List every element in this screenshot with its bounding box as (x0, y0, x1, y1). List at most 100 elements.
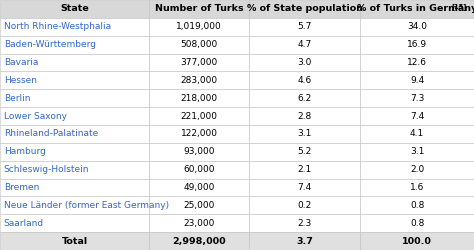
Text: 5.7: 5.7 (297, 22, 312, 31)
Bar (0, 54, 149, 72)
Text: 9.4: 9.4 (410, 76, 424, 85)
Bar (149, 125, 249, 143)
Bar (360, 161, 474, 178)
Bar (0, 89, 149, 107)
Text: 23,000: 23,000 (183, 219, 215, 228)
Text: 3.0: 3.0 (297, 58, 312, 67)
Text: % of State population: % of State population (246, 4, 363, 14)
Bar (249, 196, 360, 214)
Bar (149, 36, 249, 54)
Text: 12.6: 12.6 (407, 58, 427, 67)
Bar (0, 178, 149, 196)
Text: 377,000: 377,000 (181, 58, 218, 67)
Text: North Rhine-Westphalia: North Rhine-Westphalia (4, 22, 111, 31)
Text: 4.6: 4.6 (297, 76, 312, 85)
Text: 2.8: 2.8 (297, 112, 312, 120)
Text: Total: Total (62, 236, 88, 246)
Bar (360, 214, 474, 232)
Text: Rhineland-Palatinate: Rhineland-Palatinate (4, 130, 98, 138)
Text: 60,000: 60,000 (183, 165, 215, 174)
Text: State: State (60, 4, 89, 14)
Text: Bavaria: Bavaria (4, 58, 38, 67)
Bar (360, 107, 474, 125)
Text: 100.0: 100.0 (402, 236, 432, 246)
Bar (149, 196, 249, 214)
Text: 93,000: 93,000 (183, 147, 215, 156)
Bar (0, 72, 149, 89)
Bar (360, 143, 474, 161)
Text: 1.6: 1.6 (410, 183, 424, 192)
Bar (249, 232, 360, 250)
Bar (249, 0, 360, 18)
Bar (360, 36, 474, 54)
Bar (0, 214, 149, 232)
Text: 0.8: 0.8 (410, 219, 424, 228)
Bar (360, 54, 474, 72)
Text: 2,998,000: 2,998,000 (172, 236, 226, 246)
Bar (0, 161, 149, 178)
Bar (249, 36, 360, 54)
Text: 3.1: 3.1 (297, 130, 312, 138)
Text: 221,000: 221,000 (181, 112, 218, 120)
Text: 3.7: 3.7 (296, 236, 313, 246)
Text: Hamburg: Hamburg (4, 147, 46, 156)
Bar (360, 196, 474, 214)
Text: 4.7: 4.7 (297, 40, 312, 49)
Text: 16.9: 16.9 (407, 40, 427, 49)
Bar (149, 232, 249, 250)
Text: 122,000: 122,000 (181, 130, 218, 138)
Text: 34.0: 34.0 (407, 22, 427, 31)
Bar (249, 178, 360, 196)
Bar (149, 143, 249, 161)
Text: 2.1: 2.1 (297, 165, 312, 174)
Text: 7.4: 7.4 (410, 112, 424, 120)
Bar (0, 232, 149, 250)
Bar (149, 89, 249, 107)
Text: Lower Saxony: Lower Saxony (4, 112, 67, 120)
Bar (249, 161, 360, 178)
Bar (149, 0, 249, 18)
Bar (249, 18, 360, 36)
Text: 2.3: 2.3 (297, 219, 312, 228)
Text: Baden-Württemberg: Baden-Württemberg (4, 40, 96, 49)
Text: 7.3: 7.3 (410, 94, 424, 103)
Bar (149, 107, 249, 125)
Text: 1,019,000: 1,019,000 (176, 22, 222, 31)
Bar (360, 232, 474, 250)
Text: Berlin: Berlin (4, 94, 30, 103)
Bar (149, 214, 249, 232)
Bar (249, 143, 360, 161)
Bar (249, 107, 360, 125)
Text: Neue Länder (former East Germany): Neue Länder (former East Germany) (4, 201, 169, 210)
Bar (0, 107, 149, 125)
Text: 2.0: 2.0 (410, 165, 424, 174)
Text: Hessen: Hessen (4, 76, 37, 85)
Bar (249, 72, 360, 89)
Bar (149, 54, 249, 72)
Text: Saarland: Saarland (4, 219, 44, 228)
Text: 5.2: 5.2 (297, 147, 312, 156)
Bar (249, 54, 360, 72)
Bar (0, 0, 149, 18)
Text: 6.2: 6.2 (297, 94, 312, 103)
Bar (249, 125, 360, 143)
Bar (0, 18, 149, 36)
Text: 508,000: 508,000 (181, 40, 218, 49)
Bar (0, 143, 149, 161)
Text: Schleswig-Holstein: Schleswig-Holstein (4, 165, 89, 174)
Text: 25,000: 25,000 (183, 201, 215, 210)
Text: % of Turks in Germany: % of Turks in Germany (357, 4, 474, 14)
Bar (249, 214, 360, 232)
Bar (0, 36, 149, 54)
Text: 7.4: 7.4 (297, 183, 312, 192)
Bar (360, 72, 474, 89)
Bar (360, 125, 474, 143)
Bar (360, 178, 474, 196)
Text: 0.8: 0.8 (410, 201, 424, 210)
Bar (149, 178, 249, 196)
Bar (149, 161, 249, 178)
Bar (360, 18, 474, 36)
Bar (360, 0, 474, 18)
Bar (0, 125, 149, 143)
Text: Bremen: Bremen (4, 183, 39, 192)
